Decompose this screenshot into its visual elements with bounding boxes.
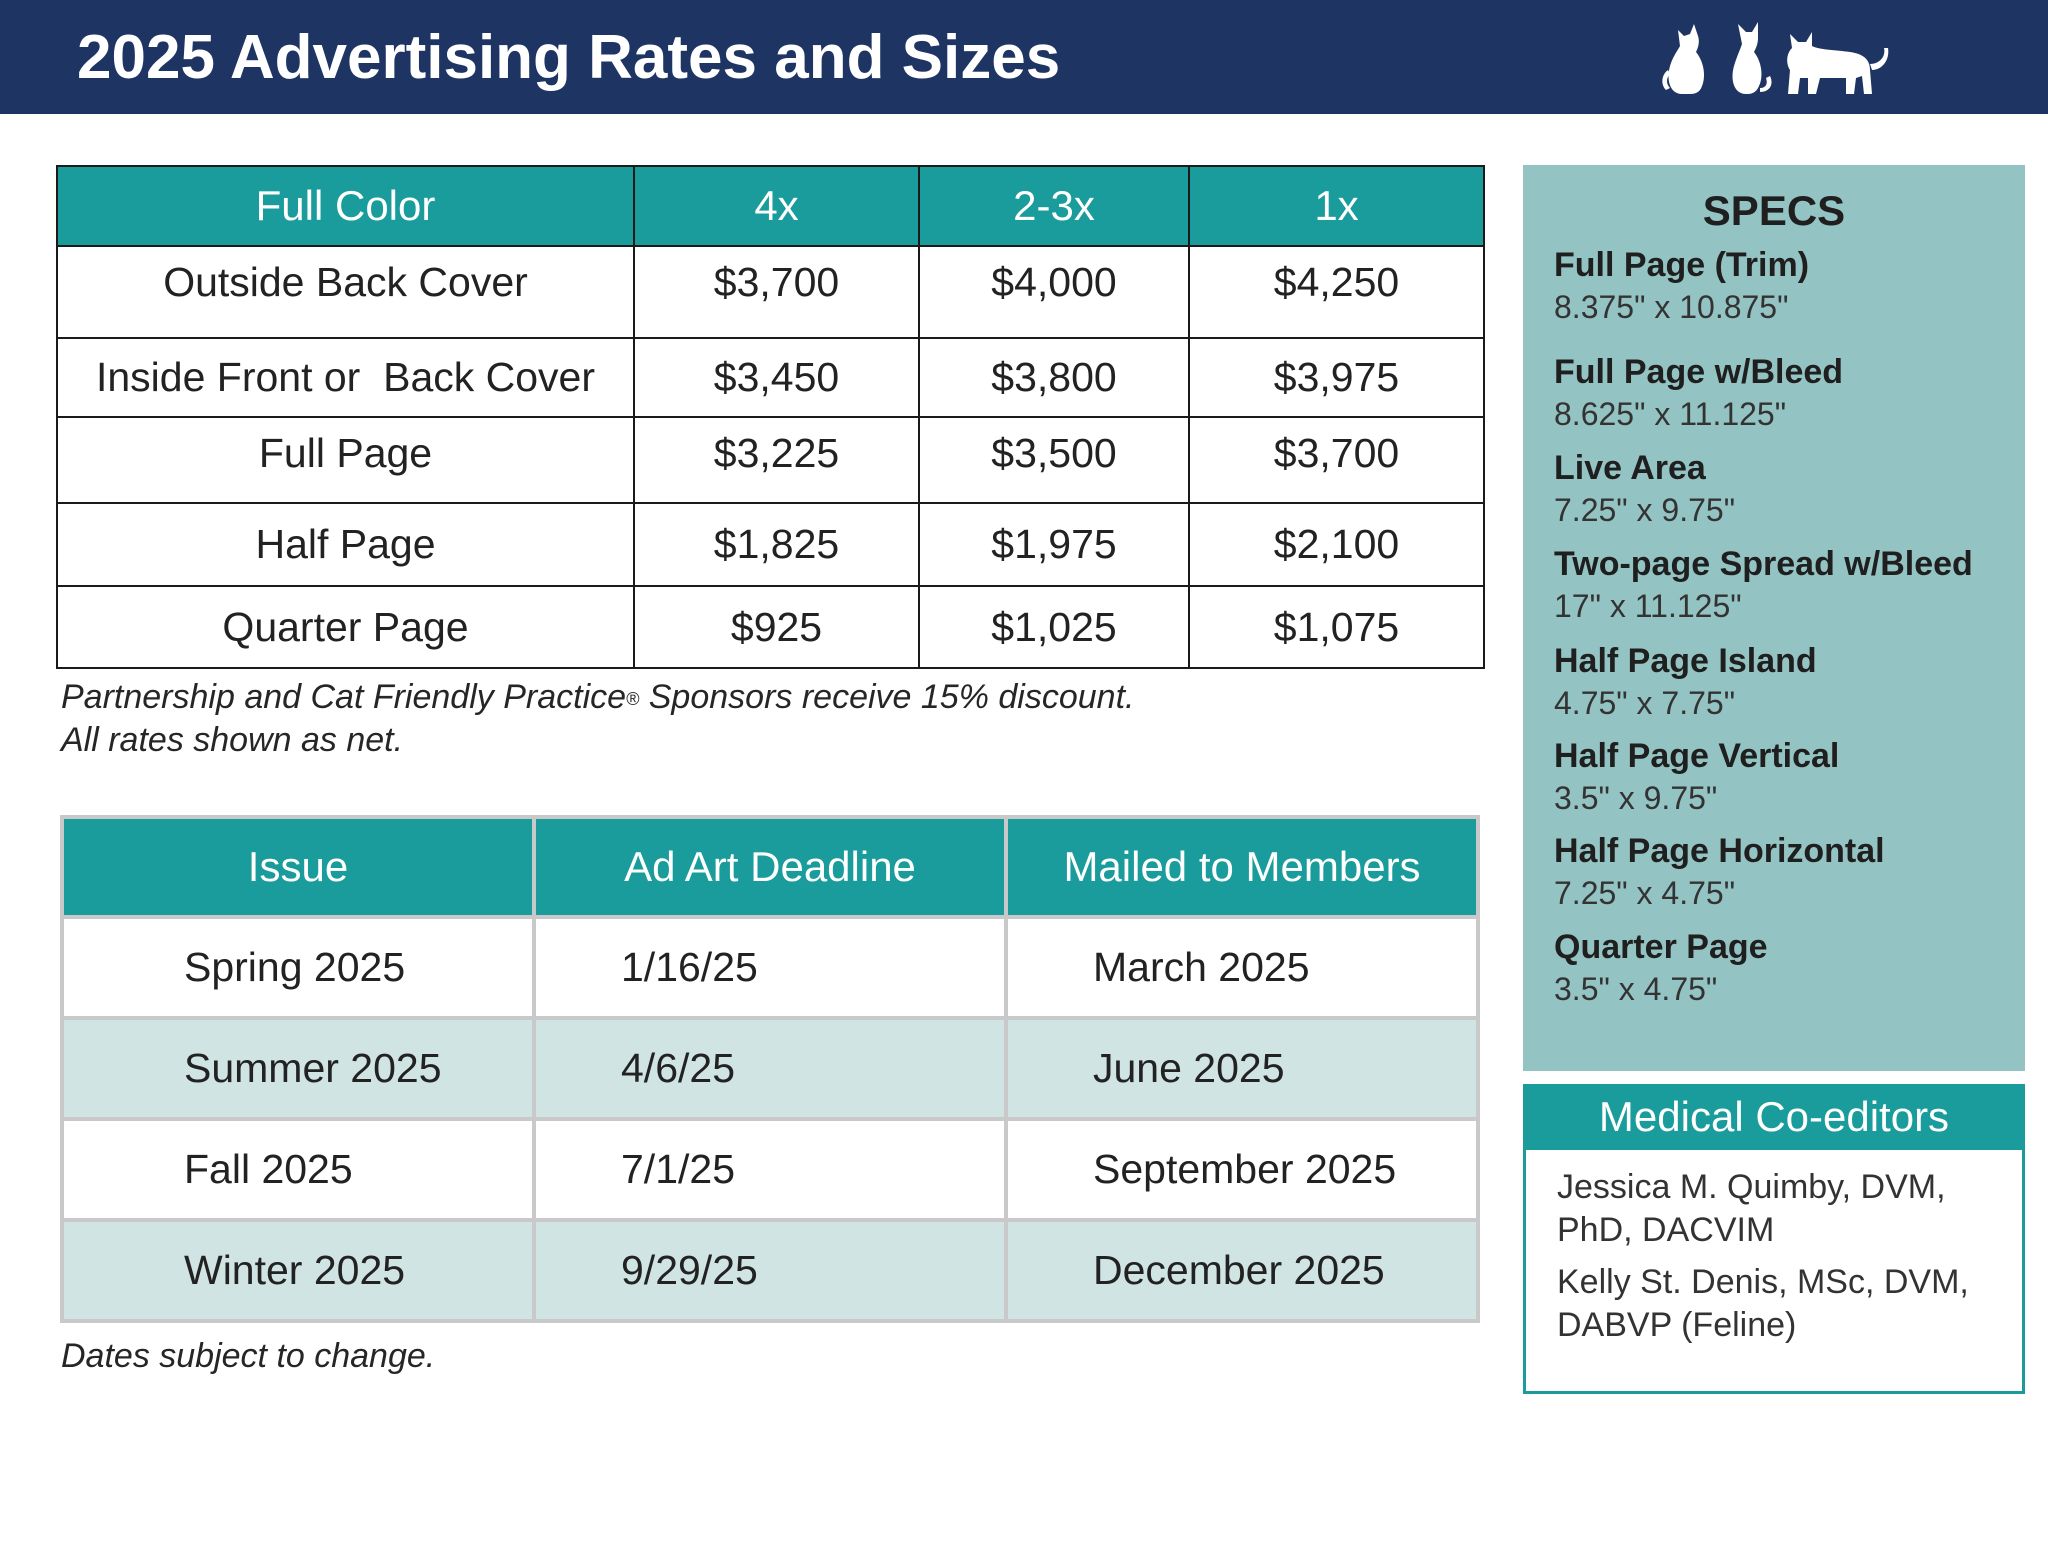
registered-mark: ® bbox=[626, 689, 640, 709]
table-row: Fall 2025 7/1/25 September 2025 bbox=[60, 1117, 1480, 1222]
spec-label: Two-page Spread w/Bleed bbox=[1554, 545, 1973, 583]
rates-col-header: 1x bbox=[1188, 165, 1485, 247]
deadline-cell: 9/29/25 bbox=[532, 1218, 1008, 1323]
rates-col-header: Full Color bbox=[56, 165, 635, 247]
page-title: 2025 Advertising Rates and Sizes bbox=[77, 23, 1061, 92]
schedule-col-header: Issue bbox=[60, 815, 536, 919]
deadline-cell: 7/1/25 bbox=[532, 1117, 1008, 1222]
rate-label: Outside Back Cover bbox=[56, 245, 635, 339]
three-cats-silhouette-icon bbox=[1662, 22, 1889, 94]
spec-value: 8.625" x 11.125" bbox=[1554, 396, 1787, 432]
editor-name: Jessica M. Quimby, DVM, PhD, DACVIM bbox=[1557, 1168, 1946, 1249]
spec-item: Live Area 7.25" x 9.75" bbox=[1554, 447, 1735, 531]
rates-col-header: 2-3x bbox=[918, 165, 1190, 247]
rates-header-row: Full Color 4x 2-3x 1x bbox=[56, 165, 1485, 247]
spec-label: Quarter Page bbox=[1554, 928, 1768, 966]
table-row: Inside Front or Back Cover $3,450 $3,800… bbox=[56, 337, 1485, 418]
rate-value: $3,450 bbox=[633, 337, 920, 418]
table-row: Outside Back Cover $3,700 $4,000 $4,250 bbox=[56, 245, 1485, 339]
schedule-header-row: Issue Ad Art Deadline Mailed to Members bbox=[60, 815, 1480, 919]
specs-panel: SPECS Full Page (Trim) 8.375" x 10.875" … bbox=[1523, 165, 2025, 1071]
issue-cell: Summer 2025 bbox=[60, 1016, 536, 1121]
spec-item: Half Page Vertical 3.5" x 9.75" bbox=[1554, 735, 1839, 819]
issue-cell: Winter 2025 bbox=[60, 1218, 536, 1323]
rate-value: $1,075 bbox=[1188, 585, 1485, 669]
spec-item: Full Page w/Bleed 8.625" x 11.125" bbox=[1554, 351, 1843, 435]
spec-item: Half Page Horizontal 7.25" x 4.75" bbox=[1554, 830, 1885, 914]
issue-cell: Spring 2025 bbox=[60, 915, 536, 1020]
spec-label: Full Page (Trim) bbox=[1554, 246, 1810, 284]
table-row: Full Page $3,225 $3,500 $3,700 bbox=[56, 416, 1485, 504]
rate-value: $3,975 bbox=[1188, 337, 1485, 418]
schedule-col-header: Ad Art Deadline bbox=[532, 815, 1008, 919]
spec-value: 4.75" x 7.75" bbox=[1554, 685, 1736, 721]
rate-value: $3,225 bbox=[633, 416, 920, 504]
spec-label: Half Page Island bbox=[1554, 642, 1817, 680]
editors-panel: Jessica M. Quimby, DVM, PhD, DACVIM Kell… bbox=[1523, 1150, 2025, 1394]
schedule-col-header: Mailed to Members bbox=[1004, 815, 1480, 919]
rate-label: Full Page bbox=[56, 416, 635, 504]
discount-note-text-end: Sponsors receive 15% discount. bbox=[639, 678, 1135, 716]
spec-label: Half Page Horizontal bbox=[1554, 832, 1885, 870]
rate-value: $1,825 bbox=[633, 502, 920, 587]
spec-value: 3.5" x 4.75" bbox=[1554, 971, 1718, 1007]
rate-value: $3,800 bbox=[918, 337, 1190, 418]
table-row: Half Page $1,825 $1,975 $2,100 bbox=[56, 502, 1485, 587]
editor-name: Kelly St. Denis, MSc, DVM, DABVP (Feline… bbox=[1557, 1263, 1969, 1344]
rate-value: $2,100 bbox=[1188, 502, 1485, 587]
spec-value: 8.375" x 10.875" bbox=[1554, 289, 1789, 325]
rate-value: $3,700 bbox=[1188, 416, 1485, 504]
rates-table: Full Color 4x 2-3x 1x Outside Back Cover… bbox=[56, 165, 1485, 669]
spec-value: 3.5" x 9.75" bbox=[1554, 780, 1718, 816]
table-row: Quarter Page $925 $1,025 $1,075 bbox=[56, 585, 1485, 669]
spec-item: Half Page Island 4.75" x 7.75" bbox=[1554, 640, 1817, 724]
spec-label: Live Area bbox=[1554, 449, 1706, 487]
rate-label: Quarter Page bbox=[56, 585, 635, 669]
spec-value: 7.25" x 9.75" bbox=[1554, 492, 1736, 528]
dates-note: Dates subject to change. bbox=[61, 1337, 436, 1375]
rate-value: $925 bbox=[633, 585, 920, 669]
spec-item: Two-page Spread w/Bleed 17" x 11.125" bbox=[1554, 543, 1973, 627]
spec-value: 17" x 11.125" bbox=[1554, 588, 1742, 624]
rate-value: $4,250 bbox=[1188, 245, 1485, 339]
mailed-cell: March 2025 bbox=[1004, 915, 1480, 1020]
spec-value: 7.25" x 4.75" bbox=[1554, 875, 1736, 911]
rate-label: Half Page bbox=[56, 502, 635, 587]
deadline-cell: 4/6/25 bbox=[532, 1016, 1008, 1121]
spec-label: Half Page Vertical bbox=[1554, 737, 1840, 775]
rate-value: $1,025 bbox=[918, 585, 1190, 669]
editors-title: Medical Co-editors bbox=[1523, 1084, 2025, 1150]
table-row: Winter 2025 9/29/25 December 2025 bbox=[60, 1218, 1480, 1323]
page-header: 2025 Advertising Rates and Sizes bbox=[0, 0, 2048, 114]
rate-label: Inside Front or Back Cover bbox=[56, 337, 635, 418]
spec-item: Quarter Page 3.5" x 4.75" bbox=[1554, 926, 1768, 1010]
discount-note-text: Partnership and Cat Friendly Practice bbox=[61, 678, 627, 716]
mailed-cell: September 2025 bbox=[1004, 1117, 1480, 1222]
rate-value: $3,700 bbox=[633, 245, 920, 339]
table-row: Spring 2025 1/16/25 March 2025 bbox=[60, 915, 1480, 1020]
rates-col-header: 4x bbox=[633, 165, 920, 247]
spec-label: Full Page w/Bleed bbox=[1554, 353, 1844, 391]
net-rates-note: All rates shown as net. bbox=[61, 721, 404, 759]
deadline-cell: 1/16/25 bbox=[532, 915, 1008, 1020]
discount-note: Partnership and Cat Friendly Practice® S… bbox=[61, 676, 1134, 762]
specs-title: SPECS bbox=[1702, 187, 1846, 234]
rate-value: $4,000 bbox=[918, 245, 1190, 339]
issue-cell: Fall 2025 bbox=[60, 1117, 536, 1222]
mailed-cell: June 2025 bbox=[1004, 1016, 1480, 1121]
spec-item: Full Page (Trim) 8.375" x 10.875" bbox=[1554, 244, 1809, 328]
schedule-table: Issue Ad Art Deadline Mailed to Members … bbox=[60, 815, 1480, 1323]
mailed-cell: December 2025 bbox=[1004, 1218, 1480, 1323]
rate-value: $1,975 bbox=[918, 502, 1190, 587]
rate-value: $3,500 bbox=[918, 416, 1190, 504]
table-row: Summer 2025 4/6/25 June 2025 bbox=[60, 1016, 1480, 1121]
